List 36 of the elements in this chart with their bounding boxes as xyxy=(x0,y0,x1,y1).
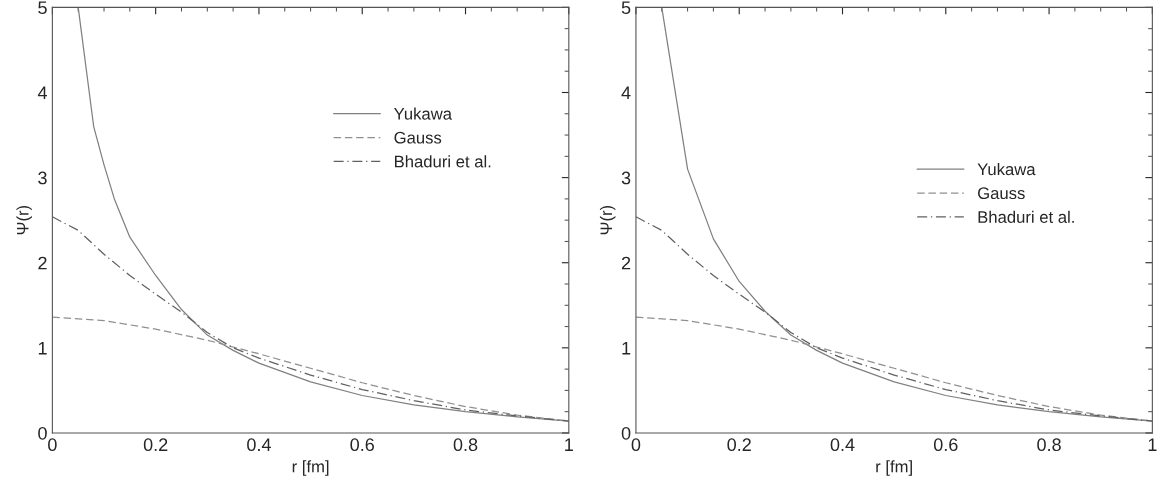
x-axis-title: r [fm] xyxy=(292,460,329,476)
y-tick-label: 2 xyxy=(621,256,631,270)
x-tick-label: 0.8 xyxy=(1037,438,1061,452)
y-tick-label: 3 xyxy=(621,171,631,185)
x-tick-label: 0.4 xyxy=(247,438,271,452)
y-tick-label: 1 xyxy=(622,341,631,355)
y-tick-label: 4 xyxy=(37,86,47,100)
x-tick-label: 1 xyxy=(1148,438,1157,451)
legend-label: Yukawa xyxy=(977,163,1036,176)
x-axis-title: r [fm] xyxy=(876,460,912,476)
y-tick-label: 1 xyxy=(38,341,47,355)
y-axis-title: Ψ(r) xyxy=(599,205,616,235)
y-tick-label: 4 xyxy=(621,86,631,100)
y-axis-title: Ψ(r) xyxy=(16,205,32,235)
x-tick-label: 0.4 xyxy=(830,438,855,452)
y-tick-label: 2 xyxy=(38,256,47,270)
x-tick-label: 0 xyxy=(631,438,641,452)
y-tick-label: 5 xyxy=(621,1,631,15)
x-tick-label: 0.2 xyxy=(143,438,168,452)
y-tick-label: 3 xyxy=(38,171,47,185)
line-series xyxy=(77,7,569,422)
legend-label: Gauss xyxy=(978,187,1025,200)
line-series xyxy=(661,7,1153,422)
y-tick-label: 0 xyxy=(38,426,47,440)
legend-label: Bhaduri et al. xyxy=(395,155,491,168)
x-tick-label: 0.8 xyxy=(453,438,478,452)
y-tick-label: 5 xyxy=(38,1,47,15)
x-tick-label: 1 xyxy=(565,438,573,451)
x-tick-label: 0.6 xyxy=(350,438,374,452)
x-tick-label: 0.6 xyxy=(933,438,958,452)
x-tick-label: 0.2 xyxy=(727,438,751,452)
legend-label: Gauss xyxy=(394,131,442,144)
legend-label: Yukawa xyxy=(394,107,452,120)
x-tick-label: 0 xyxy=(48,438,57,452)
legend-label: Bhaduri et al. xyxy=(978,210,1074,223)
y-tick-label: 0 xyxy=(621,426,631,440)
